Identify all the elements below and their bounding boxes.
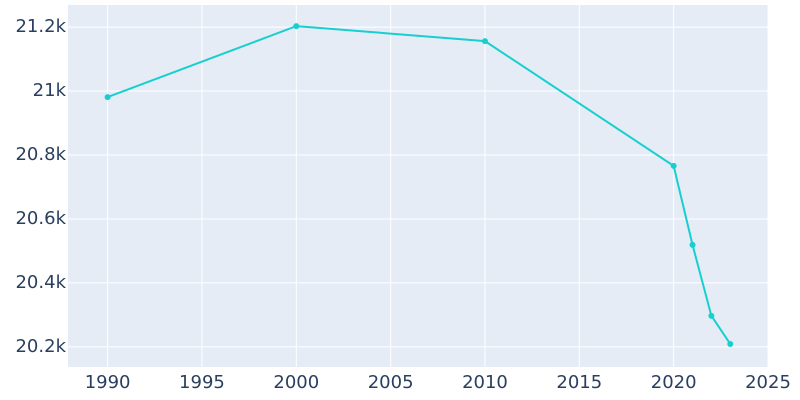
y-tick-label: 20.2k — [15, 336, 66, 357]
point — [727, 340, 734, 347]
point — [708, 312, 715, 319]
x-tick-label: 2020 — [651, 372, 697, 393]
point — [689, 241, 696, 248]
y-tick-label: 21.2k — [15, 16, 66, 37]
x-tick-label: 2005 — [368, 372, 414, 393]
x-tick-label: 2015 — [556, 372, 602, 393]
x-tick-label: 2010 — [462, 372, 508, 393]
plot-background — [68, 5, 768, 367]
x-tick-label: 1995 — [179, 372, 225, 393]
y-tick-label: 20.6k — [15, 208, 66, 229]
x-tick-label: 2000 — [273, 372, 319, 393]
point — [670, 162, 677, 169]
y-tick-label: 20.4k — [15, 272, 66, 293]
y-tick-label: 21k — [33, 80, 67, 101]
x-tick-label: 1990 — [85, 372, 131, 393]
x-tick-label: 2025 — [745, 372, 791, 393]
point — [481, 38, 488, 45]
point — [104, 94, 111, 101]
point — [293, 23, 300, 30]
y-tick-label: 20.8k — [15, 144, 66, 165]
